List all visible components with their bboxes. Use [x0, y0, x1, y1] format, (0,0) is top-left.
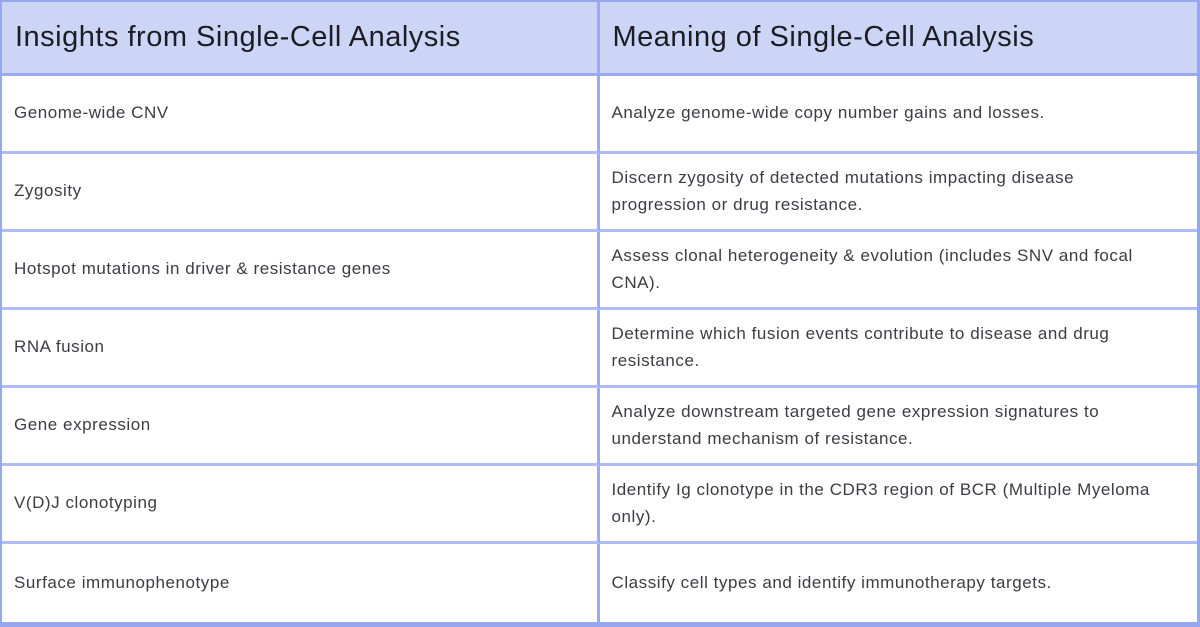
table-row-insight-cell: RNA fusion	[2, 310, 600, 388]
insight-label: V(D)J clonotyping	[14, 493, 158, 513]
header-meaning-label: Meaning of Single-Cell Analysis	[612, 21, 1035, 53]
header-insights-label: Insights from Single-Cell Analysis	[15, 21, 461, 53]
table-row-meaning-cell: Identify Ig clonotype in the CDR3 region…	[599, 466, 1197, 544]
table-row-meaning-cell: Assess clonal heterogeneity & evolution …	[599, 232, 1197, 310]
meaning-label: Analyze genome-wide copy number gains an…	[611, 103, 1045, 123]
table-row-meaning-cell: Analyze genome-wide copy number gains an…	[599, 76, 1197, 154]
insight-label: Zygosity	[14, 181, 82, 201]
meaning-label: Analyze downstream targeted gene express…	[611, 402, 1100, 448]
table-row-insight-cell: Genome-wide CNV	[2, 76, 600, 154]
table-row-insight-cell: V(D)J clonotyping	[2, 466, 600, 544]
table-row-insight-cell: Gene expression	[2, 388, 600, 466]
insight-label: Genome-wide CNV	[14, 103, 169, 123]
table-row-meaning-cell: Analyze downstream targeted gene express…	[599, 388, 1197, 466]
table-row-insight-cell: Hotspot mutations in driver & resistance…	[2, 232, 600, 310]
meaning-label: Assess clonal heterogeneity & evolution …	[611, 246, 1133, 292]
meaning-label: Discern zygosity of detected mutations i…	[611, 168, 1075, 214]
table-row-meaning-cell: Classify cell types and identify immunot…	[599, 544, 1197, 622]
table-row-meaning-cell: Determine which fusion events contribute…	[599, 310, 1197, 388]
meaning-label: Determine which fusion events contribute…	[611, 324, 1110, 370]
header-cell-meaning: Meaning of Single-Cell Analysis	[599, 2, 1197, 76]
table-row-insight-cell: Surface immunophenotype	[2, 544, 600, 622]
insight-label: Surface immunophenotype	[14, 572, 230, 592]
insight-label: Gene expression	[14, 415, 151, 435]
table-row-meaning-cell: Discern zygosity of detected mutations i…	[599, 154, 1197, 232]
insight-label: RNA fusion	[14, 337, 105, 357]
table-row-insight-cell: Zygosity	[2, 154, 600, 232]
header-cell-insights: Insights from Single-Cell Analysis	[2, 2, 600, 76]
insight-label: Hotspot mutations in driver & resistance…	[14, 259, 391, 279]
meaning-label: Identify Ig clonotype in the CDR3 region…	[611, 480, 1150, 526]
meaning-label: Classify cell types and identify immunot…	[611, 572, 1052, 592]
